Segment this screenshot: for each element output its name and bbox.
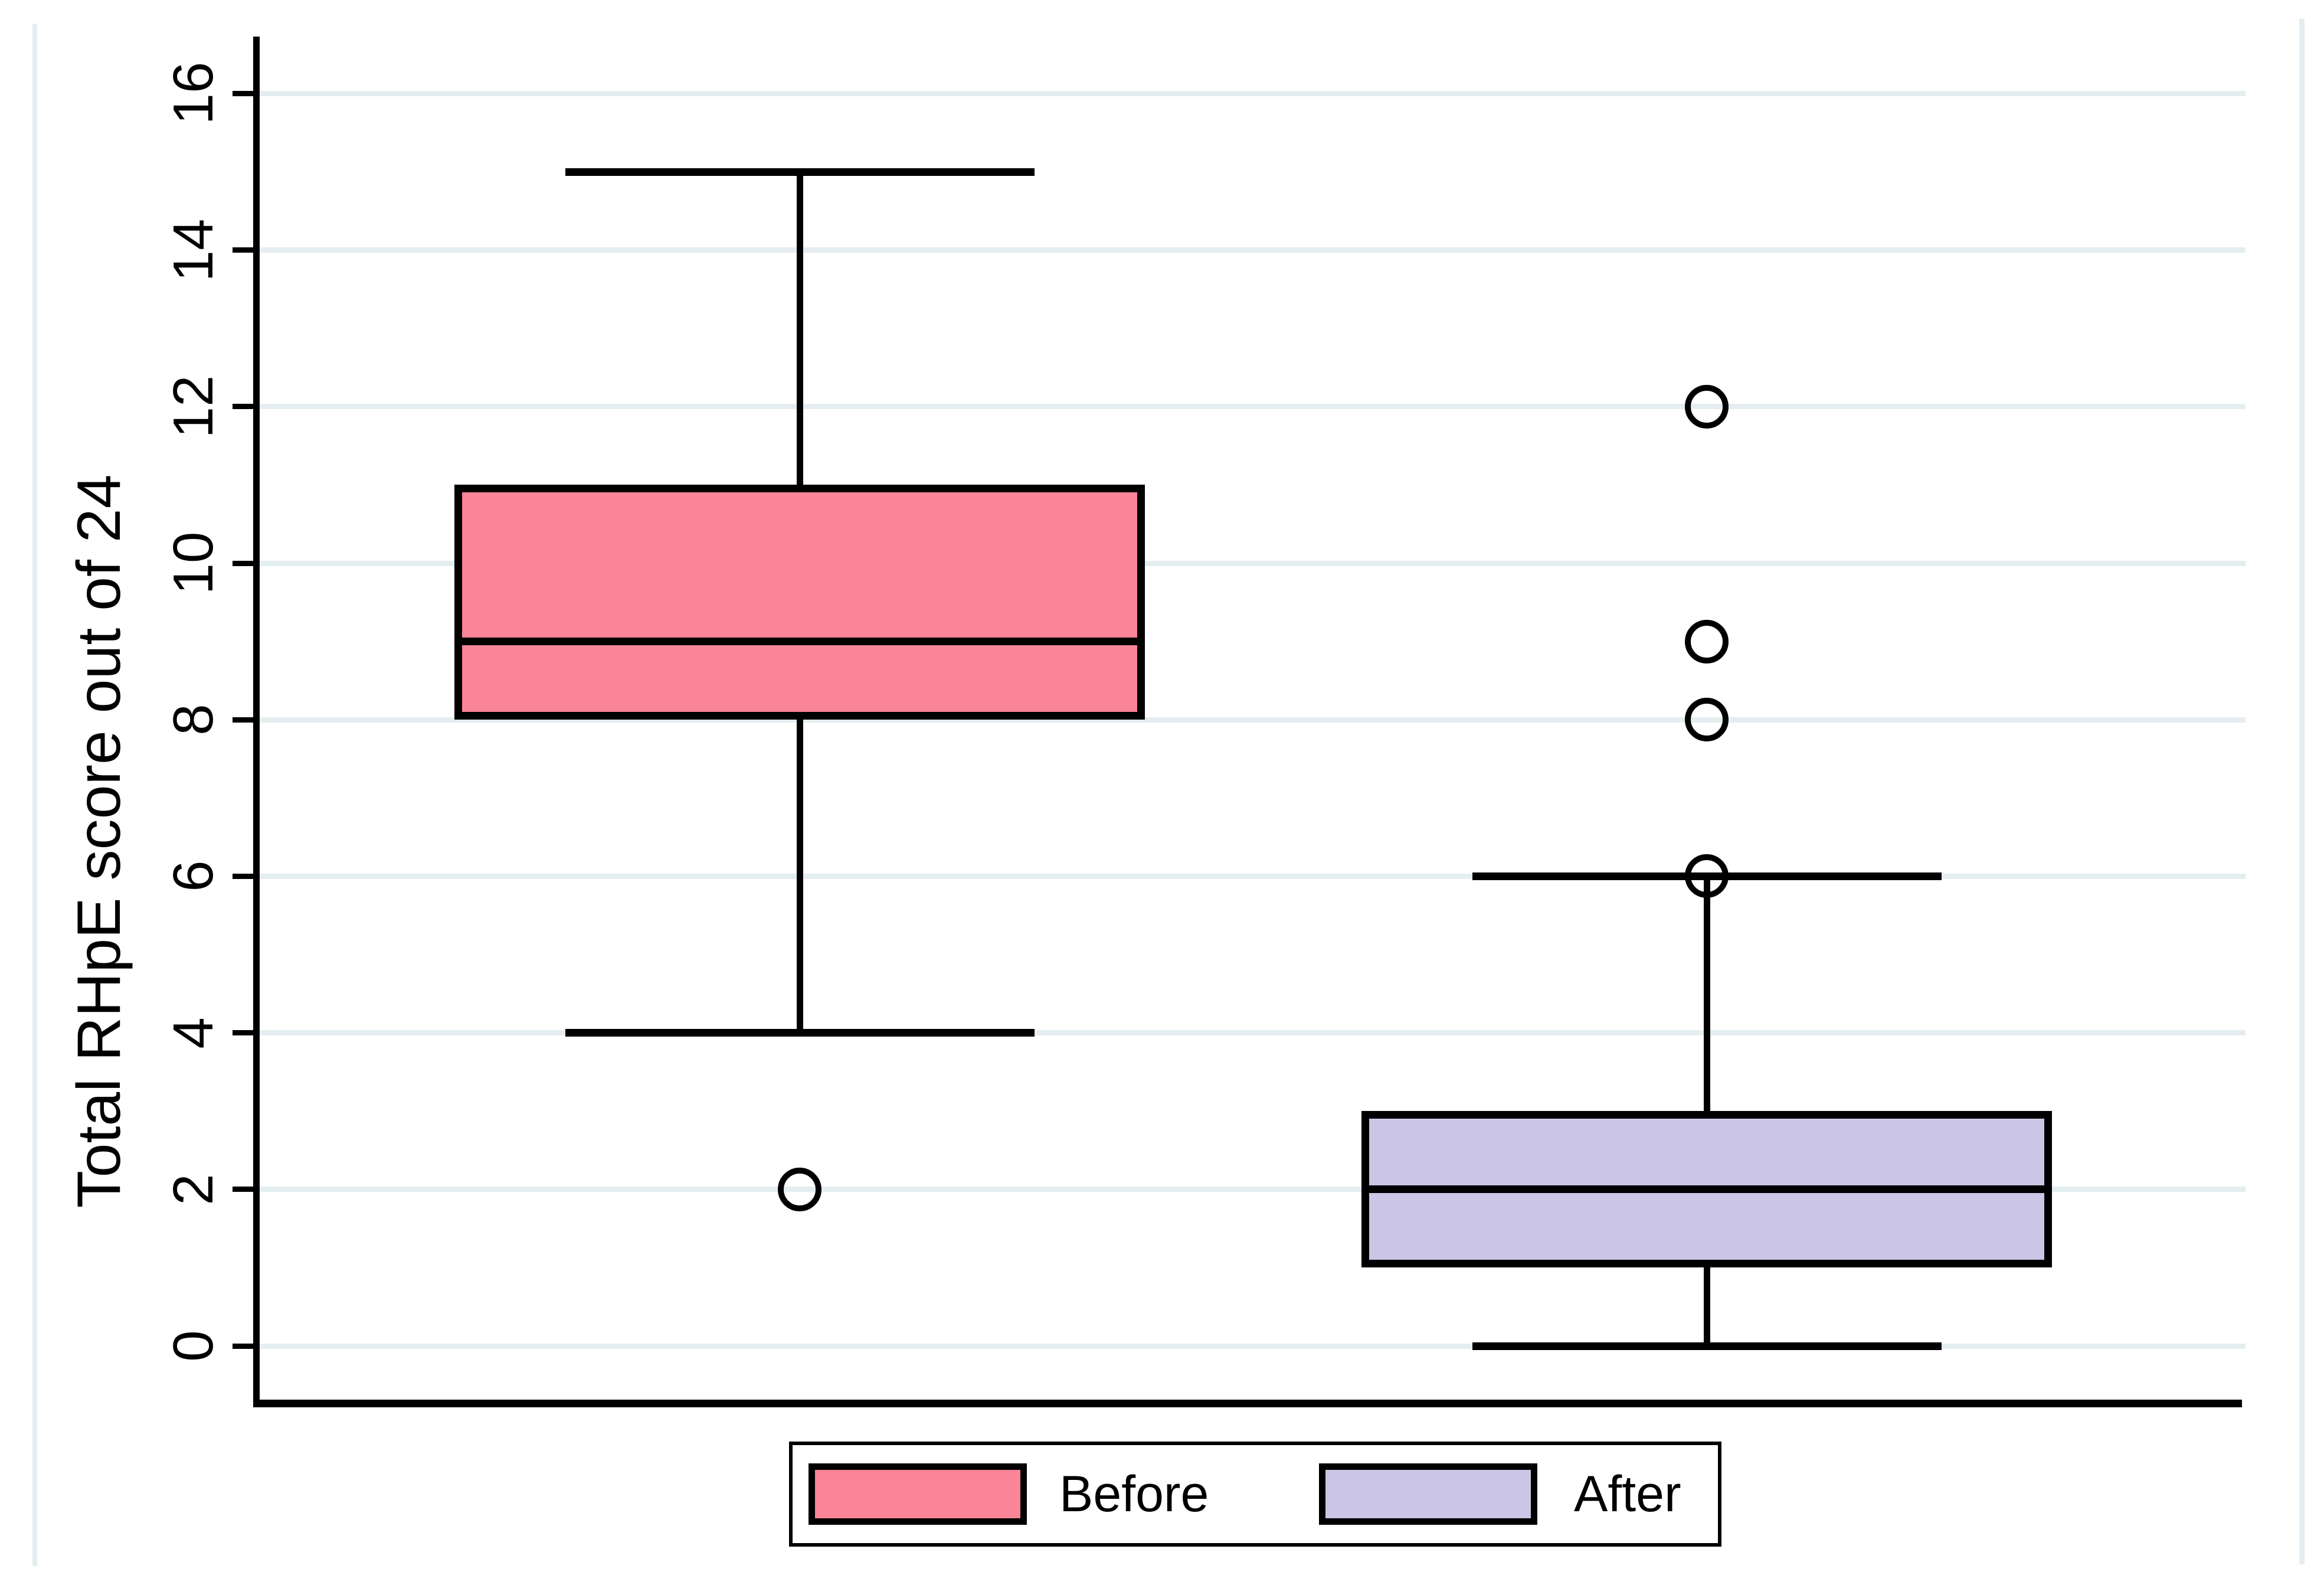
y-tick-14 — [233, 247, 253, 253]
y-tick-label-6: 6 — [162, 860, 225, 893]
upper-whisker-line — [1703, 876, 1710, 1112]
upper-whisker-cap — [565, 168, 1035, 176]
gridline-8 — [260, 717, 2246, 723]
y-tick-label-14: 14 — [162, 218, 225, 282]
gridline-2 — [260, 1187, 2246, 1192]
outlier-marker-2 — [778, 1167, 821, 1211]
y-tick-label-10: 10 — [162, 531, 225, 595]
median-line — [454, 638, 1145, 646]
upper-whisker-line — [796, 172, 803, 485]
y-tick-2 — [233, 1187, 253, 1192]
outlier-marker-8 — [1685, 698, 1729, 742]
y-tick-16 — [233, 90, 253, 96]
y-tick-label-8: 8 — [162, 704, 225, 736]
gridline-6 — [260, 873, 2246, 879]
lower-whisker-line — [796, 720, 803, 1033]
graph-frame-left — [32, 24, 37, 1566]
lower-whisker-cap — [565, 1029, 1035, 1037]
y-tick-6 — [233, 873, 253, 879]
gridline-16 — [260, 90, 2246, 96]
y-tick-label-2: 2 — [162, 1174, 225, 1205]
graph-frame-right — [2299, 19, 2305, 1564]
y-tick-10 — [233, 560, 253, 566]
legend-label-after: After — [1574, 1466, 1681, 1522]
lower-whisker-cap — [1472, 1342, 1942, 1350]
iqr-box — [454, 485, 1145, 720]
y-tick-0 — [233, 1343, 253, 1349]
y-tick-label-16: 16 — [162, 62, 225, 125]
gridline-12 — [260, 404, 2246, 410]
outlier-marker-6 — [1685, 854, 1729, 898]
gridline-14 — [260, 247, 2246, 253]
x-axis-line — [253, 1400, 2242, 1407]
median-line — [1361, 1185, 2052, 1194]
y-axis-title: Total RHpE score out of 24 — [65, 474, 133, 1208]
legend: Before After — [789, 1442, 1721, 1547]
y-tick-label-12: 12 — [162, 375, 225, 439]
outlier-marker-9 — [1685, 619, 1729, 664]
legend-swatch-before — [809, 1463, 1027, 1525]
y-tick-label-0: 0 — [162, 1330, 225, 1362]
y-tick-label-4: 4 — [162, 1017, 225, 1049]
y-tick-8 — [233, 717, 253, 723]
gridline-10 — [260, 560, 2246, 566]
legend-label-before: Before — [1059, 1466, 1209, 1522]
outlier-marker-12 — [1685, 384, 1729, 429]
gridline-0 — [260, 1343, 2246, 1349]
lower-whisker-line — [1703, 1267, 1710, 1346]
y-tick-4 — [233, 1030, 253, 1036]
gridline-4 — [260, 1030, 2246, 1036]
y-axis-line — [253, 37, 260, 1407]
y-tick-12 — [233, 404, 253, 410]
legend-swatch-after — [1319, 1463, 1537, 1525]
